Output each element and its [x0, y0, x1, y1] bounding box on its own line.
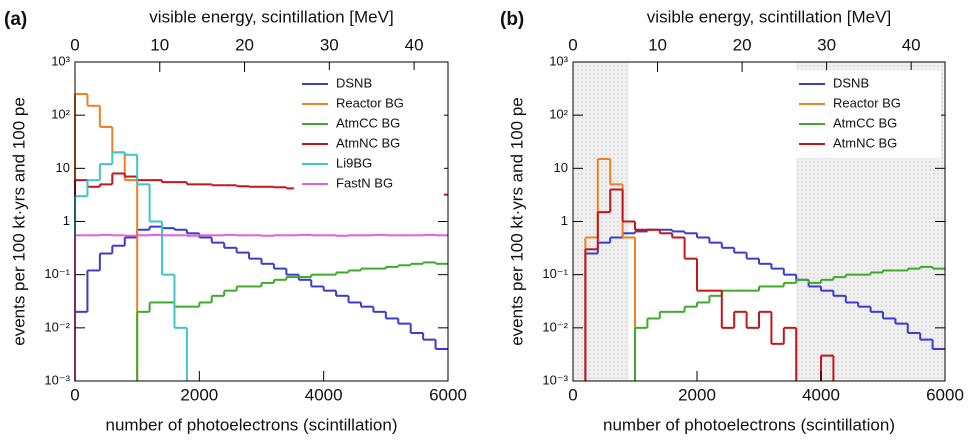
x2-tick-label: 40	[405, 35, 424, 54]
y-tick-label: 10⁻³	[542, 372, 568, 387]
x2-tick-label: 10	[648, 35, 667, 54]
y-tick-label: 10⁻²	[542, 319, 568, 334]
y-tick-label: 10	[56, 160, 70, 175]
legend-label: AtmCC BG	[336, 115, 400, 130]
legend-label: AtmNC BG	[336, 135, 400, 150]
x-tick-label: 4000	[305, 385, 343, 404]
panel-label: (b)	[500, 9, 524, 30]
x2-tick-label: 20	[235, 35, 254, 54]
legend-label: AtmNC BG	[833, 135, 897, 150]
y-tick-label: 10⁻²	[44, 319, 70, 334]
x-axis-title: number of photoelectrons (scintillation)	[106, 415, 398, 434]
x-axis-title: number of photoelectrons (scintillation)	[603, 415, 895, 434]
legend-label: Li9BG	[336, 155, 372, 170]
x-tick-label: 2000	[180, 385, 218, 404]
x2-axis-title: visible energy, scintillation [MeV]	[647, 7, 891, 26]
x2-tick-label: 40	[902, 35, 921, 54]
legend-box	[294, 70, 444, 198]
legend-label: Reactor BG	[833, 95, 901, 110]
excluded-region	[574, 62, 629, 381]
y-tick-label: 10²	[51, 107, 70, 122]
panel-label: (a)	[4, 9, 27, 30]
x-tick-label: 4000	[802, 385, 840, 404]
x2-axis-title: visible energy, scintillation [MeV]	[149, 7, 393, 26]
y-tick-label: 10	[554, 160, 568, 175]
y-tick-label: 1	[561, 213, 568, 228]
x2-tick-label: 10	[150, 35, 169, 54]
legend-label: FastN BG	[336, 175, 393, 190]
y-tick-label: 10³	[51, 53, 70, 68]
y-tick-label: 10²	[549, 107, 568, 122]
y-axis-title: events per 100 kt·yrs and 100 pe	[9, 97, 28, 346]
y-axis-title: events per 100 kt·yrs and 100 pe	[507, 97, 526, 346]
x-tick-label: 0	[70, 385, 79, 404]
y-tick-label: 1	[63, 213, 70, 228]
x-tick-label: 0	[568, 385, 577, 404]
x2-tick-label: 30	[320, 35, 339, 54]
legend-label: DSNB	[336, 75, 372, 90]
y-tick-label: 10³	[549, 53, 568, 68]
x2-tick-label: 20	[733, 35, 752, 54]
y-tick-label: 10⁻¹	[44, 266, 70, 281]
x2-tick-label: 0	[70, 35, 79, 54]
x2-tick-label: 30	[817, 35, 836, 54]
legend-label: AtmCC BG	[833, 115, 897, 130]
x2-tick-label: 0	[568, 35, 577, 54]
legend-label: Reactor BG	[336, 95, 404, 110]
y-tick-label: 10⁻³	[44, 372, 70, 387]
x-tick-label: 6000	[429, 385, 467, 404]
legend-label: DSNB	[833, 75, 869, 90]
x-tick-label: 6000	[926, 385, 964, 404]
y-tick-label: 10⁻¹	[542, 266, 568, 281]
x-tick-label: 2000	[678, 385, 716, 404]
